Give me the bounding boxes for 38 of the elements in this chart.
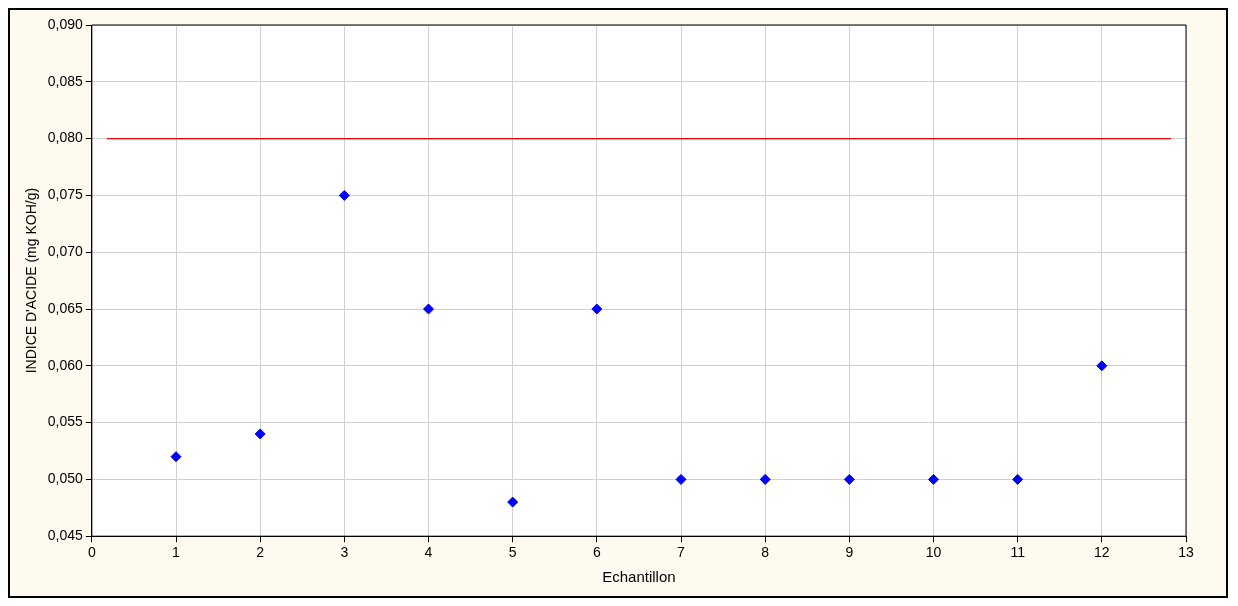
x-tick-label: 2 xyxy=(256,544,265,561)
x-tick-label: 12 xyxy=(1094,544,1110,561)
x-tick-label: 13 xyxy=(1178,544,1194,561)
point xyxy=(423,303,434,315)
y-tick-label: 0,045 xyxy=(47,527,84,544)
x-tick-label: 9 xyxy=(845,544,854,561)
point xyxy=(170,451,182,463)
y-tick-label: 0,055 xyxy=(47,413,84,430)
y-tick-label: 0,060 xyxy=(47,356,84,373)
point xyxy=(254,428,266,440)
point xyxy=(507,496,519,508)
y-axis-title: INDICE D'ACIDE (mg KOH/g) xyxy=(23,187,40,374)
y-tick-label: 0,080 xyxy=(47,129,84,146)
y-tick-label: 0,070 xyxy=(47,243,84,260)
point xyxy=(759,473,771,485)
point xyxy=(1012,473,1024,485)
x-tick-label: 0 xyxy=(87,544,96,561)
point xyxy=(843,473,855,485)
x-tick-label: 6 xyxy=(592,544,601,561)
point xyxy=(675,473,687,485)
x-tick-label: 5 xyxy=(508,544,517,561)
point xyxy=(928,473,939,485)
x-axis-title: Echantillon xyxy=(602,568,676,586)
y-tick-label: 0,050 xyxy=(47,470,84,487)
x-tick-label: 4 xyxy=(424,544,433,561)
y-tick-label: 0,075 xyxy=(47,186,84,203)
x-tick-label: 1 xyxy=(172,544,181,561)
x-tick-label: 10 xyxy=(925,544,942,561)
point xyxy=(591,303,603,315)
point xyxy=(338,189,350,201)
x-tick-label: 7 xyxy=(677,544,686,561)
y-tick-label: 0,085 xyxy=(47,72,84,89)
x-tick-label: 3 xyxy=(340,544,349,561)
y-tick-label: 0,065 xyxy=(47,299,84,316)
y-tick-label: 0,090 xyxy=(47,15,84,32)
x-tick-label: 8 xyxy=(761,544,770,561)
point xyxy=(1096,360,1108,372)
x-tick-label: 11 xyxy=(1010,544,1026,561)
